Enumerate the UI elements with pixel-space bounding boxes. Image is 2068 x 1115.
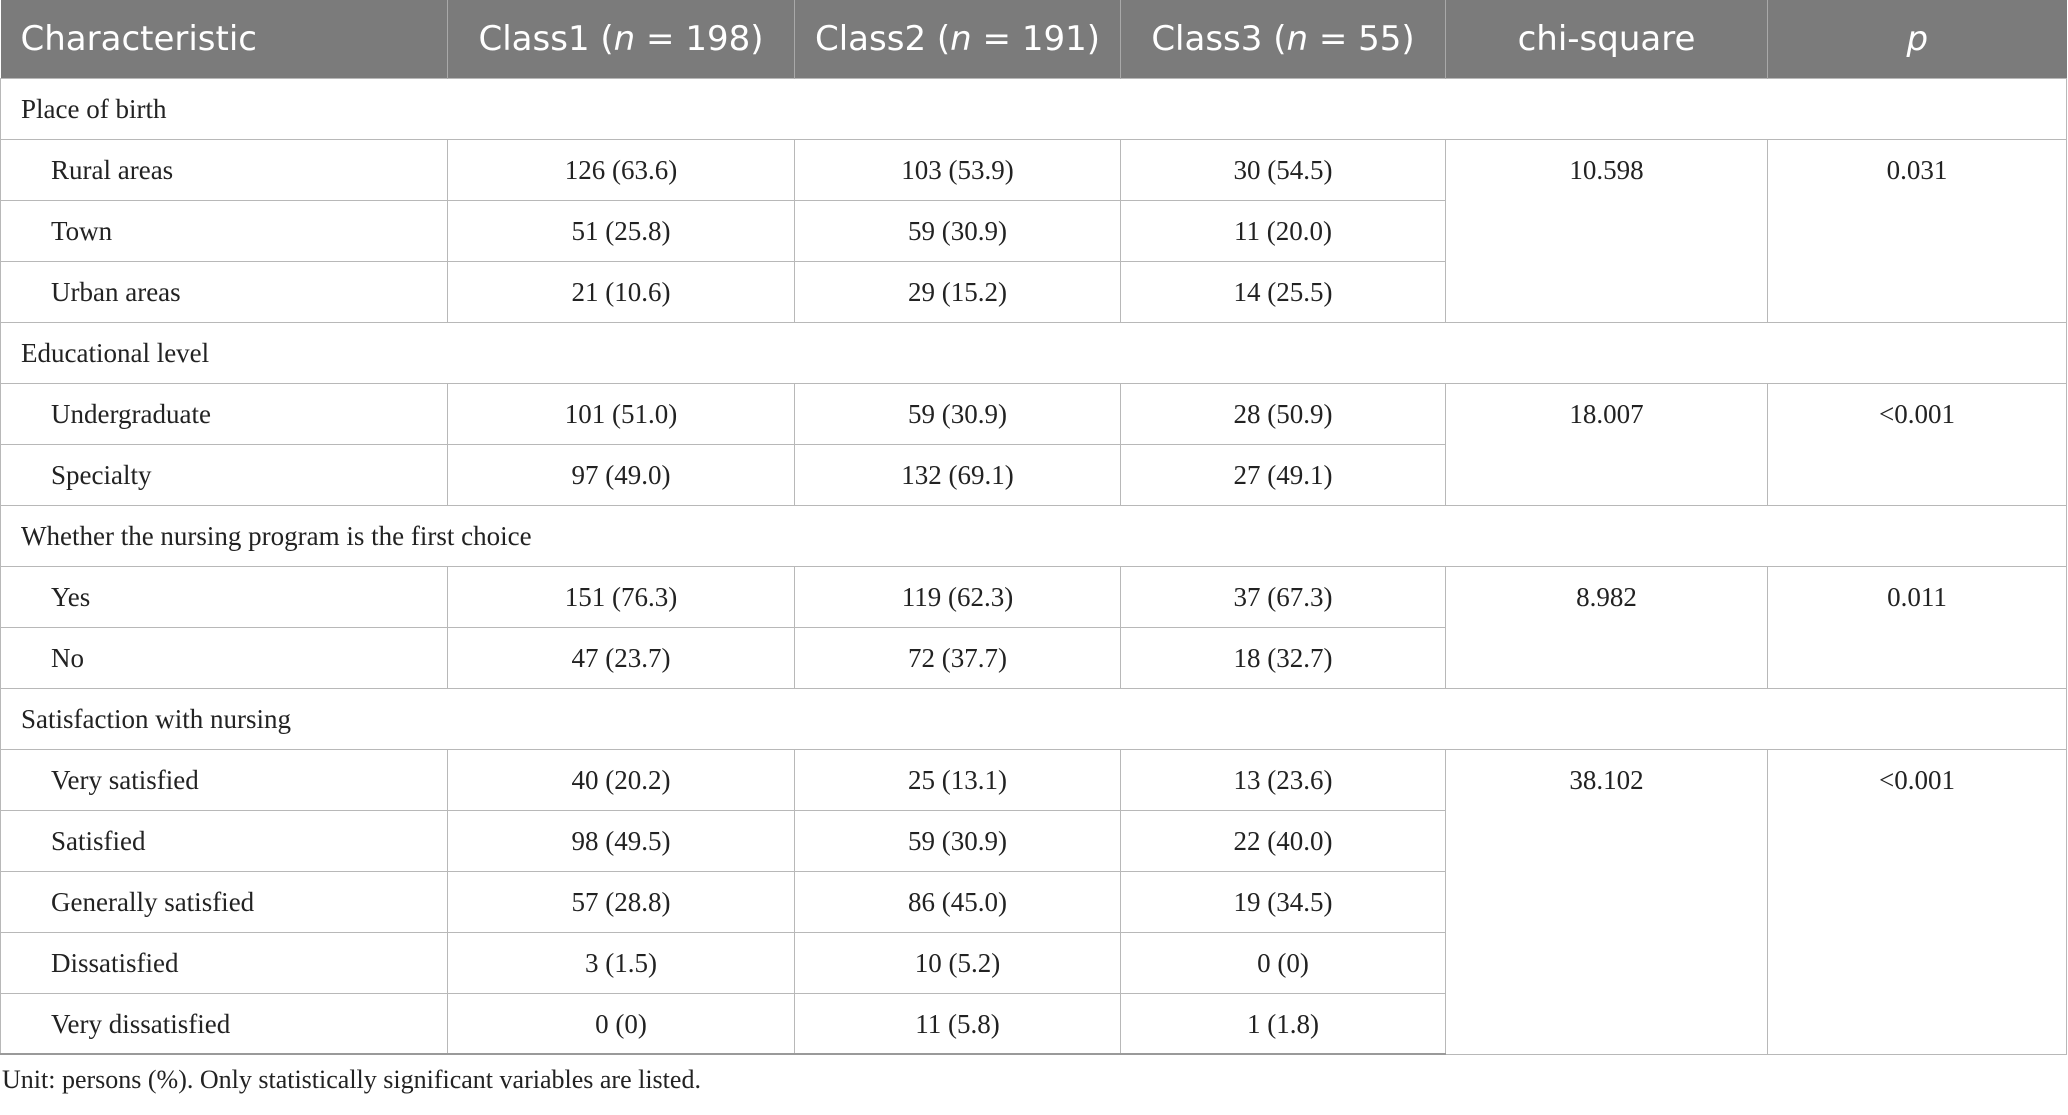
header-class1-suffix: = 198) xyxy=(635,18,764,59)
class3-cell: 14 (25.5) xyxy=(1120,260,1446,323)
row-label: Specialty xyxy=(0,443,448,506)
table-footnote: Unit: persons (%). Only statistically si… xyxy=(2,1065,701,1094)
group-title: Place of birth xyxy=(0,77,2067,140)
class2-cell: 59 (30.9) xyxy=(794,382,1121,445)
class2-cell: 25 (13.1) xyxy=(794,748,1121,811)
header-p-label: p xyxy=(1906,18,1929,59)
table-row: Yes 151 (76.3) 119 (62.3) 37 (67.3) 8.98… xyxy=(0,565,2067,689)
group-title: Educational level xyxy=(0,321,2067,384)
class1-cell: 97 (49.0) xyxy=(447,443,795,506)
class1-cell: 47 (23.7) xyxy=(447,626,795,689)
class2-cell: 10 (5.2) xyxy=(794,931,1121,994)
class2-cell: 59 (30.9) xyxy=(794,199,1121,262)
row-label: No xyxy=(0,626,448,689)
class3-cell: 13 (23.6) xyxy=(1120,748,1446,811)
table-row: Urban areas 21 (10.6) 29 (15.2) 14 (25.5… xyxy=(0,260,2067,323)
class3-cell: 19 (34.5) xyxy=(1120,870,1446,933)
chi-square-cell: 10.598 xyxy=(1445,138,1768,323)
class1-cell: 0 (0) xyxy=(447,992,795,1055)
class2-cell: 86 (45.0) xyxy=(794,870,1121,933)
header-class2: Class2 (n = 191) xyxy=(794,0,1121,78)
header-p: p xyxy=(1767,0,2067,78)
class1-cell: 101 (51.0) xyxy=(447,382,795,445)
class3-cell: 22 (40.0) xyxy=(1120,809,1446,872)
class3-cell: 18 (32.7) xyxy=(1120,626,1446,689)
table-row: Very satisfied 40 (20.2) 25 (13.1) 13 (2… xyxy=(0,748,2067,1055)
class1-cell: 151 (76.3) xyxy=(447,565,795,628)
class3-cell: 30 (54.5) xyxy=(1120,138,1446,201)
class3-cell: 1 (1.8) xyxy=(1120,992,1446,1055)
table-header: Characteristic Class1 (n = 198) Class2 (… xyxy=(0,0,2067,78)
chi-square-cell: 18.007 xyxy=(1445,382,1768,506)
header-row: Characteristic Class1 (n = 198) Class2 (… xyxy=(0,0,2067,78)
header-class3-suffix: = 55) xyxy=(1308,18,1415,59)
class3-cell: 11 (20.0) xyxy=(1120,199,1446,262)
header-characteristic: Characteristic xyxy=(20,18,258,59)
group-row-place-of-birth: Place of birth xyxy=(0,77,2067,140)
class2-cell: 59 (30.9) xyxy=(794,809,1121,872)
table-row: Rural areas 126 (63.6) 103 (53.9) 30 (54… xyxy=(0,138,2067,323)
group-row-educational-level: Educational level xyxy=(0,321,2067,384)
chi-square-cell: 8.982 xyxy=(1445,565,1768,689)
row-label: Satisfied xyxy=(0,809,448,872)
header-chi-square: chi-square xyxy=(1445,0,1768,78)
row-label: Very dissatisfied xyxy=(0,992,448,1055)
header-class1-n: n xyxy=(613,18,636,59)
group-row-satisfaction: Satisfaction with nursing xyxy=(0,687,2067,750)
table-row: Satisfied 98 (49.5) 59 (30.9) 22 (40.0) xyxy=(0,809,2067,872)
table-row: Generally satisfied 57 (28.8) 86 (45.0) … xyxy=(0,870,2067,933)
p-value-cell: <0.001 xyxy=(1767,382,2067,506)
header-class2-n: n xyxy=(950,18,972,59)
class3-cell: 28 (50.9) xyxy=(1120,382,1446,445)
header-class3-prefix: Class3 ( xyxy=(1151,18,1287,59)
p-value-cell: 0.031 xyxy=(1767,138,2067,323)
header-class3: Class3 (n = 55) xyxy=(1120,0,1446,78)
class1-cell: 51 (25.8) xyxy=(447,199,795,262)
header-class3-n: n xyxy=(1286,18,1309,59)
class3-cell: 0 (0) xyxy=(1120,931,1446,994)
characteristics-table: Characteristic Class1 (n = 198) Class2 (… xyxy=(0,0,2067,1055)
group-title: Whether the nursing program is the first… xyxy=(0,504,2067,567)
class3-cell: 37 (67.3) xyxy=(1120,565,1446,628)
class1-cell: 3 (1.5) xyxy=(447,931,795,994)
chi-square-cell: 38.102 xyxy=(1445,748,1768,1055)
header-class2-suffix: = 191) xyxy=(971,18,1100,59)
row-label: Rural areas xyxy=(0,138,448,201)
header-class2-prefix: Class2 ( xyxy=(815,18,951,59)
group-row-first-choice: Whether the nursing program is the first… xyxy=(0,504,2067,567)
class1-cell: 21 (10.6) xyxy=(447,260,795,323)
row-label: Dissatisfied xyxy=(0,931,448,994)
class1-cell: 40 (20.2) xyxy=(447,748,795,811)
table-row: Specialty 97 (49.0) 132 (69.1) 27 (49.1) xyxy=(0,443,2067,506)
class1-cell: 98 (49.5) xyxy=(447,809,795,872)
class1-cell: 57 (28.8) xyxy=(447,870,795,933)
group-title: Satisfaction with nursing xyxy=(0,687,2067,750)
table-row: No 47 (23.7) 72 (37.7) 18 (32.7) xyxy=(0,626,2067,689)
header-class1: Class1 (n = 198) xyxy=(447,0,795,78)
class2-cell: 11 (5.8) xyxy=(794,992,1121,1055)
class2-cell: 132 (69.1) xyxy=(794,443,1121,506)
row-label: Urban areas xyxy=(0,260,448,323)
table-row: Very dissatisfied 0 (0) 11 (5.8) 1 (1.8) xyxy=(0,992,2067,1055)
row-label: Very satisfied xyxy=(0,748,448,811)
p-value-cell: <0.001 xyxy=(1767,748,2067,1055)
class3-cell: 27 (49.1) xyxy=(1120,443,1446,506)
row-label: Undergraduate xyxy=(0,382,448,445)
table-row: Undergraduate 101 (51.0) 59 (30.9) 28 (5… xyxy=(0,382,2067,506)
row-label: Generally satisfied xyxy=(0,870,448,933)
row-label: Yes xyxy=(0,565,448,628)
class1-cell: 126 (63.6) xyxy=(447,138,795,201)
table-body: Place of birth Rural areas 126 (63.6) 10… xyxy=(0,77,2067,1055)
header-class1-prefix: Class1 ( xyxy=(478,18,614,59)
class2-cell: 29 (15.2) xyxy=(794,260,1121,323)
p-value-cell: 0.011 xyxy=(1767,565,2067,689)
row-label: Town xyxy=(0,199,448,262)
class2-cell: 103 (53.9) xyxy=(794,138,1121,201)
class2-cell: 72 (37.7) xyxy=(794,626,1121,689)
table-row: Dissatisfied 3 (1.5) 10 (5.2) 0 (0) xyxy=(0,931,2067,994)
class2-cell: 119 (62.3) xyxy=(794,565,1121,628)
